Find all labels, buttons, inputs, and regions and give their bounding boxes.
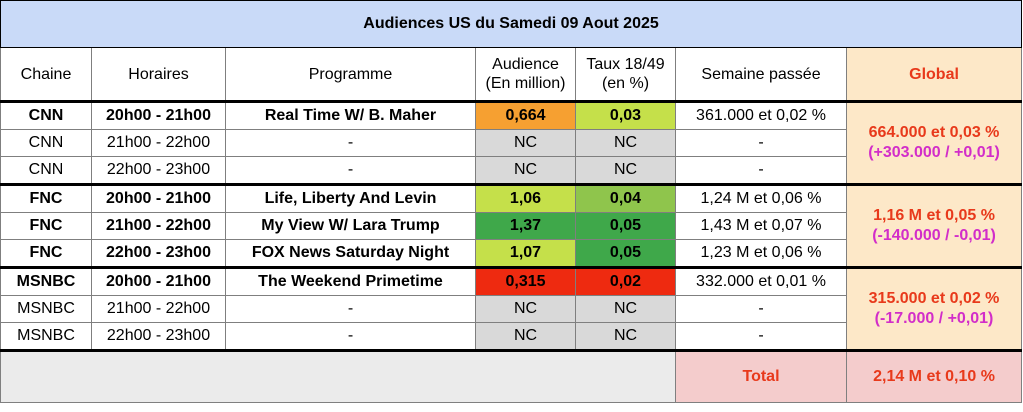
total-label: Total [675,349,847,403]
header-row: Chaine Horaires Programme Audience (En mi… [0,47,1023,102]
cell-chaine: CNN [0,156,92,185]
table-row: FNC 22h00 - 23h00 FOX News Saturday Night 1… [0,239,1022,268]
cell-audience: 1,07 [475,239,576,268]
cell-semaine: - [675,322,847,351]
cell-chaine: FNC [0,183,92,213]
cell-global: 315.000 et 0,02 % (-17.000 / +0,01) [845,266,1023,351]
cell-chaine: FNC [0,239,92,268]
cell-semaine: 1,43 M et 0,07 % [675,212,847,240]
cell-chaine: MSNBC [0,295,92,323]
cell-audience: 1,37 [475,212,576,240]
cell-audience: NC [475,322,576,351]
cell-taux: 0,03 [575,100,676,130]
cell-semaine: - [675,156,847,185]
cell-taux: 0,04 [575,183,676,213]
cell-global: 664.000 et 0,03 % (+303.000 / +0,01) [845,100,1023,185]
cell-taux: 0,05 [575,212,676,240]
cell-audience: NC [475,156,576,185]
cell-chaine: MSNBC [0,322,92,351]
cell-audience: 0,664 [475,100,576,130]
cell-programme: - [225,322,476,351]
cell-taux: NC [575,156,676,185]
cell-chaine: FNC [0,212,92,240]
cell-global: 1,16 M et 0,05 % (-140.000 / -0,01) [845,183,1023,268]
table-title: Audiences US du Samedi 09 Aout 2025 [0,0,1023,48]
header-chaine: Chaine [0,47,92,102]
cell-horaires: 22h00 - 23h00 [91,322,226,351]
cell-horaires: 20h00 - 21h00 [91,100,226,130]
cell-semaine: 332.000 et 0,01 % [675,266,847,296]
global-main-value: 1,16 M et 0,05 % [873,207,995,224]
cell-audience: NC [475,129,576,157]
table-row: FNC 21h00 - 22h00 My View W/ Lara Trump 1,3… [0,212,1022,240]
cell-horaires: 21h00 - 22h00 [91,212,226,240]
table-row: CNN 20h00 - 21h00 Real Time W/ B. Maher 0,6… [0,100,1023,185]
cell-programme: FOX News Saturday Night [225,239,476,268]
cell-chaine: CNN [0,100,92,130]
header-audience-line2: (En million) [485,75,566,92]
cell-taux: NC [575,322,676,351]
cell-horaires: 22h00 - 23h00 [91,156,226,185]
cell-semaine: - [675,295,847,323]
header-audience-line1: Audience [492,56,559,73]
footer-empty-cell [0,349,676,403]
header-taux-line1: Taux 18/49 [586,56,665,73]
cell-chaine: MSNBC [0,266,92,296]
cell-horaires: 20h00 - 21h00 [91,266,226,296]
cell-programme: - [225,295,476,323]
cell-semaine: - [675,129,847,157]
cell-semaine: 361.000 et 0,02 % [675,100,847,130]
cell-taux: 0,02 [575,266,676,296]
cell-audience: NC [475,295,576,323]
footer-row: Total 2,14 M et 0,10 % [0,349,1023,403]
cell-programme: Real Time W/ B. Maher [225,100,476,130]
title-row: Audiences US du Samedi 09 Aout 2025 [0,0,1023,48]
header-horaires: Horaires [91,47,226,102]
cell-programme: - [225,129,476,157]
cell-taux: 0,05 [575,239,676,268]
cell-horaires: 20h00 - 21h00 [91,183,226,213]
cell-programme: - [225,156,476,185]
cell-taux: NC [575,129,676,157]
header-semaine: Semaine passée [675,47,847,102]
header-global: Global [845,47,1023,102]
cell-horaires: 21h00 - 22h00 [91,295,226,323]
table-row: CNN 22h00 - 23h00- NC NC - [0,156,1022,185]
total-value: 2,14 M et 0,10 % [845,349,1023,403]
audience-table: Audiences US du Samedi 09 Aout 2025 Chai… [0,0,1023,403]
table-row: FNC 20h00 - 21h00 Life, Liberty And Levin 1… [0,183,1023,268]
cell-chaine: CNN [0,129,92,157]
global-diff-value: (-17.000 / +0,01) [874,310,994,327]
header-taux-line2: (en %) [601,75,650,92]
header-programme: Programme [225,47,476,102]
cell-programme: Life, Liberty And Levin [225,183,476,213]
table-row: MSNBC 20h00 - 21h00 The Weekend Primetime 0… [0,266,1023,351]
cell-horaires: 22h00 - 23h00 [91,239,226,268]
cell-semaine: 1,24 M et 0,06 % [675,183,847,213]
global-diff-value: (+303.000 / +0,01) [868,144,1000,161]
global-main-value: 664.000 et 0,03 % [868,124,1000,141]
global-main-value: 315.000 et 0,02 % [868,290,1000,307]
header-audience: Audience (En million) [475,47,576,102]
table-row: CNN 21h00 - 22h00- NC NC - [0,129,1022,157]
header-taux: Taux 18/49 (en %) [575,47,676,102]
cell-programme: The Weekend Primetime [225,266,476,296]
cell-programme: My View W/ Lara Trump [225,212,476,240]
global-diff-value: (-140.000 / -0,01) [872,227,996,244]
cell-taux: NC [575,295,676,323]
cell-horaires: 21h00 - 22h00 [91,129,226,157]
cell-audience: 0,315 [475,266,576,296]
cell-semaine: 1,23 M et 0,06 % [675,239,847,268]
cell-audience: 1,06 [475,183,576,213]
